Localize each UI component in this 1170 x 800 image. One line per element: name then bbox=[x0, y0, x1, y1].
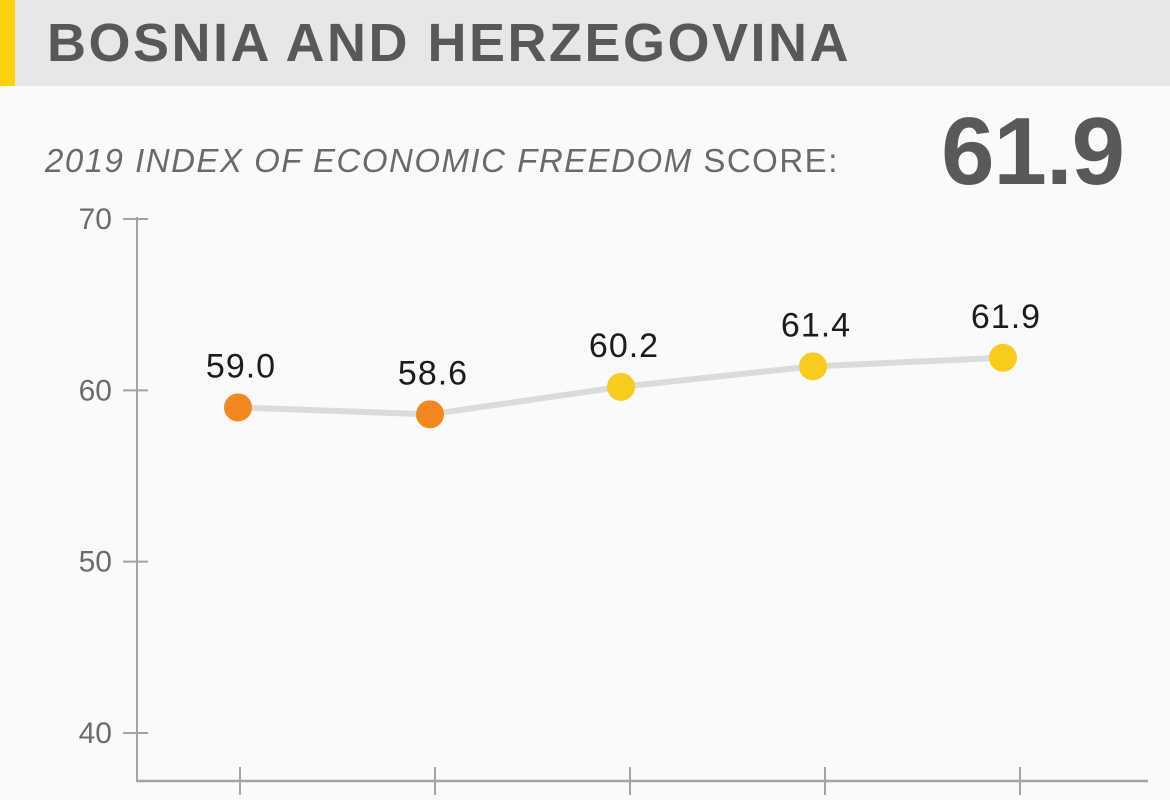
data-point-label: 61.4 bbox=[781, 306, 851, 344]
score-line-suffix: SCORE: bbox=[703, 142, 839, 179]
data-point-marker bbox=[224, 393, 252, 422]
y-tick-label: 60 bbox=[79, 374, 112, 407]
page-title: BOSNIA AND HERZEGOVINA bbox=[47, 13, 852, 73]
data-point-label: 59.0 bbox=[206, 347, 276, 385]
score-line-label: 2019 INDEX OF ECONOMIC FREEDOM bbox=[45, 142, 704, 179]
score-value: 61.9 bbox=[941, 98, 1125, 205]
header: BOSNIA AND HERZEGOVINA bbox=[0, 0, 1170, 86]
score-line: 2019 INDEX OF ECONOMIC FREEDOM SCORE: bbox=[45, 142, 839, 180]
accent-bar bbox=[0, 0, 15, 86]
data-point-label: 61.9 bbox=[971, 298, 1041, 336]
data-point-marker bbox=[607, 372, 635, 401]
y-tick-label: 40 bbox=[79, 717, 112, 750]
data-point-label: 58.6 bbox=[398, 354, 468, 392]
y-tick-label: 70 bbox=[79, 203, 112, 236]
data-point-marker bbox=[989, 343, 1017, 372]
data-point-marker bbox=[799, 352, 827, 381]
data-point-marker bbox=[416, 400, 444, 429]
data-point-label: 60.2 bbox=[589, 327, 659, 365]
y-tick-label: 50 bbox=[79, 546, 112, 579]
